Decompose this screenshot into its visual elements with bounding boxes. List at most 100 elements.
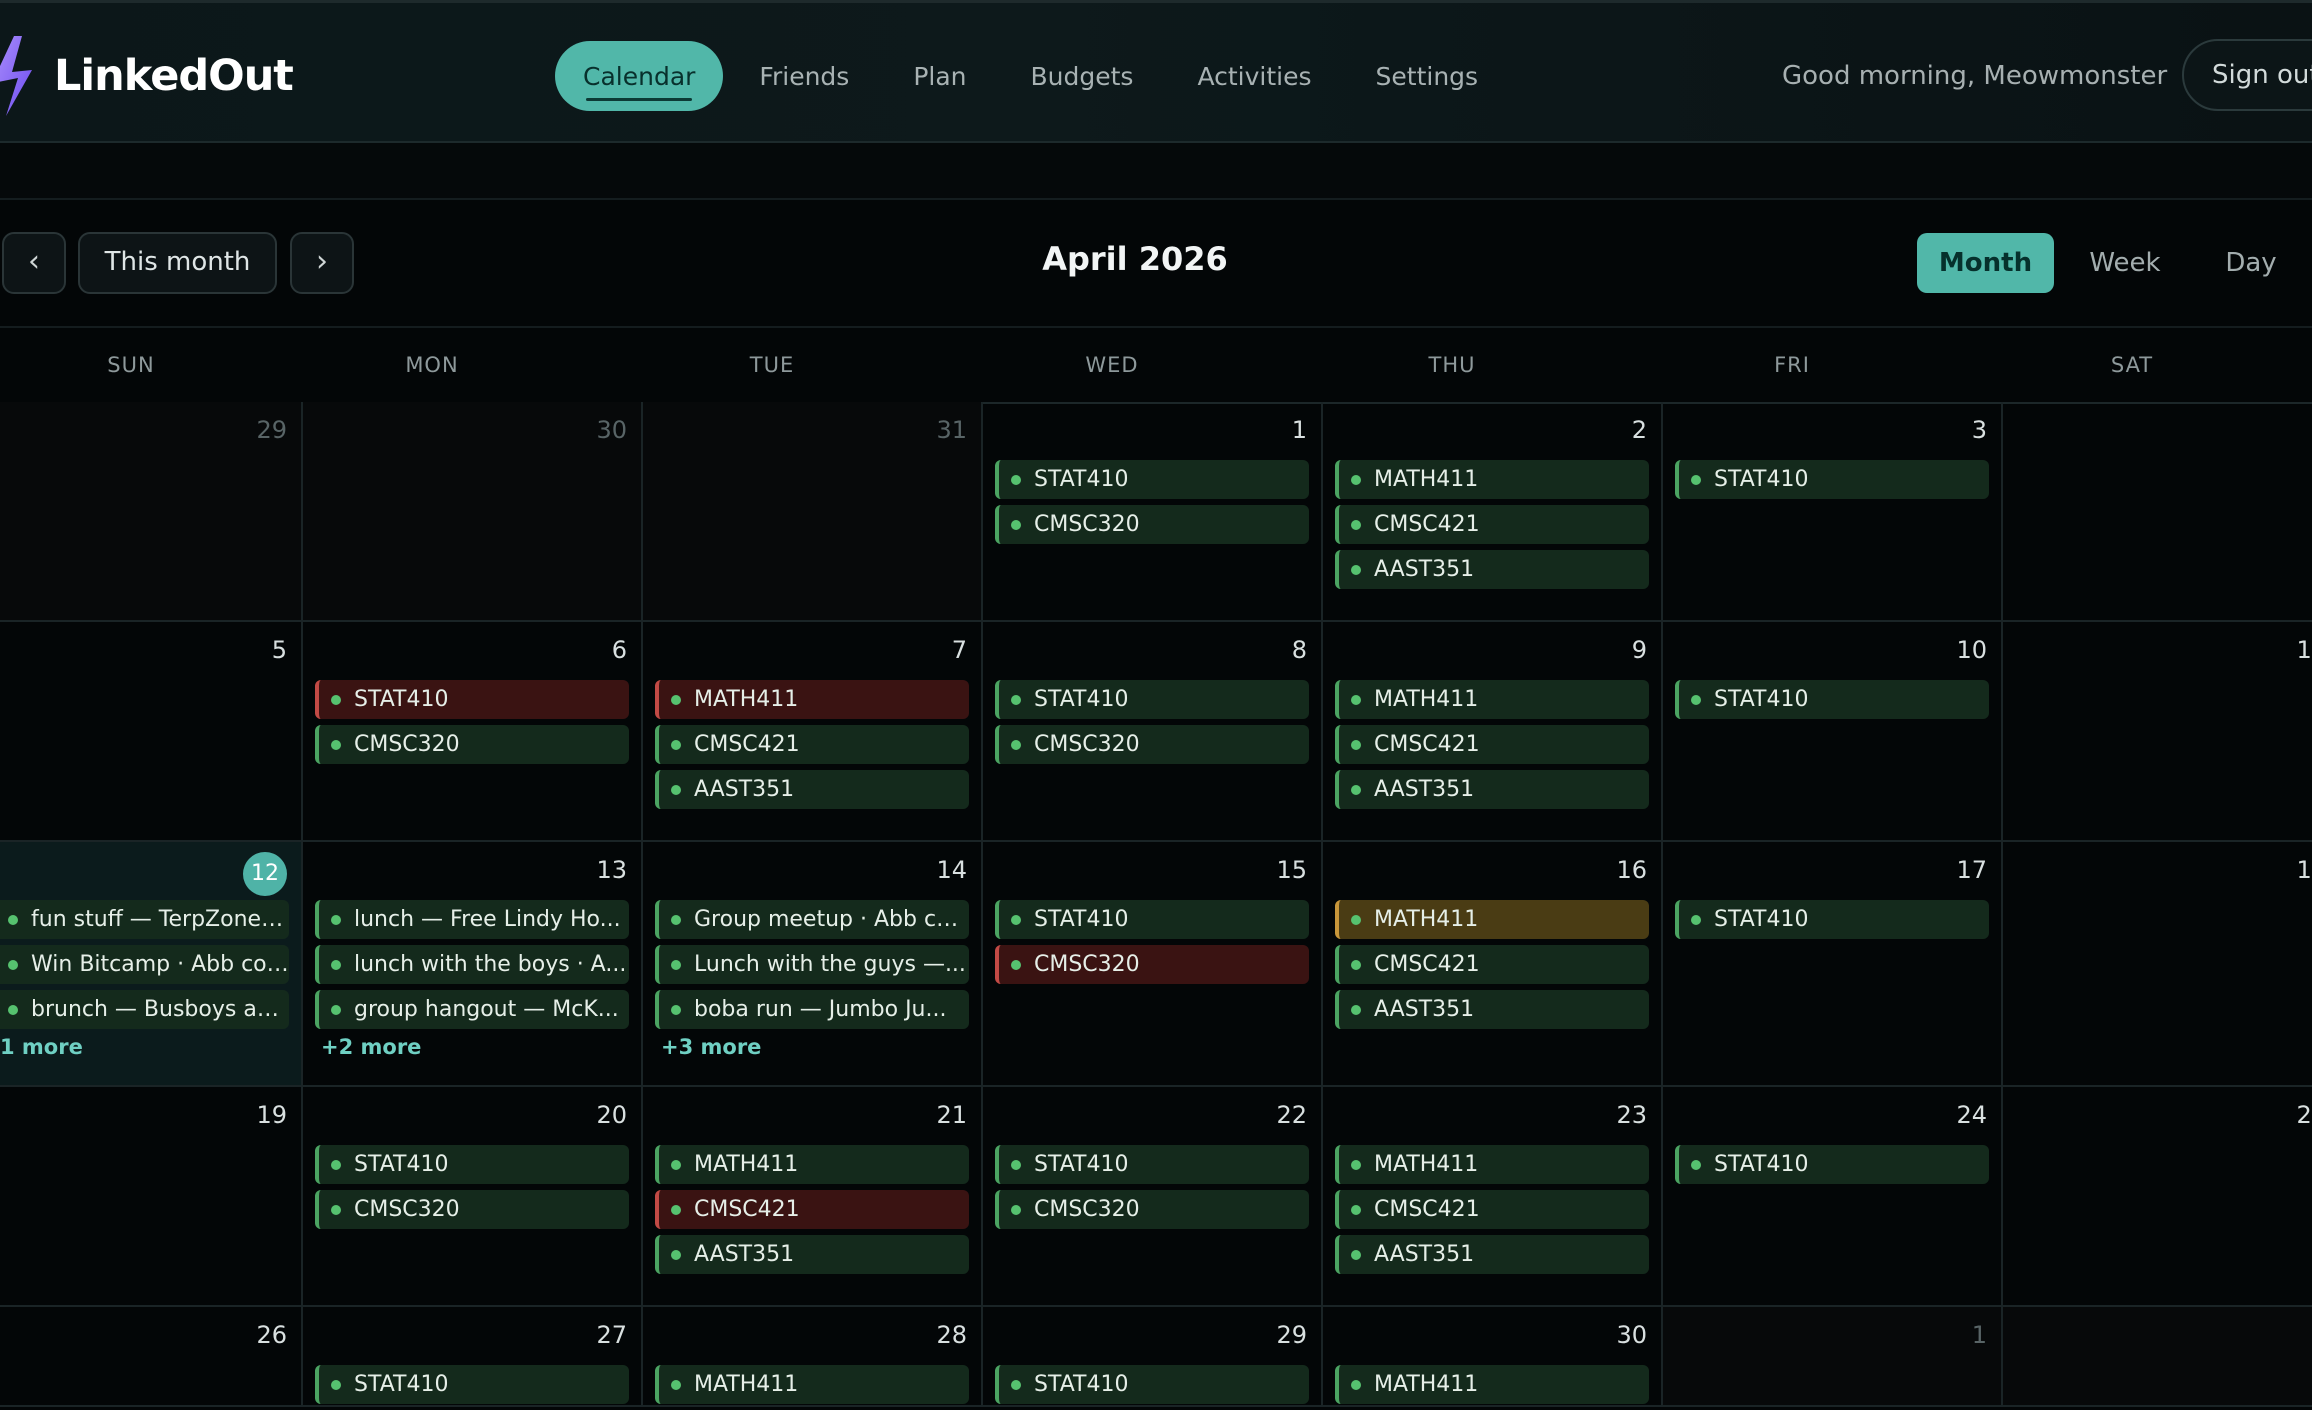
event-list: MATH411 CMSC421 AAST351 [1335,900,1649,1035]
event-chip[interactable]: MATH411 [655,1365,969,1404]
event-chip[interactable]: STAT410 [315,1365,629,1404]
event-chip[interactable]: MATH411 [1335,1365,1649,1404]
calendar-day-cell[interactable]: 31 [643,402,983,620]
view-week-button[interactable]: Week [2062,233,2188,293]
event-chip[interactable]: CMSC421 [1335,725,1649,764]
event-chip[interactable]: CMSC320 [995,505,1309,544]
event-chip[interactable]: STAT410 [1675,460,1989,499]
calendar-day-cell[interactable]: 5 [0,622,303,840]
event-chip[interactable]: CMSC320 [315,1190,629,1229]
event-chip[interactable]: STAT410 [1675,680,1989,719]
event-chip[interactable]: AAST351 [655,770,969,809]
event-chip[interactable]: STAT410 [995,900,1309,939]
nav-friends[interactable]: Friends [731,41,877,111]
nav-calendar[interactable]: Calendar [555,41,723,111]
event-chip[interactable]: STAT410 [1675,1145,1989,1184]
event-chip[interactable]: STAT410 [995,1145,1309,1184]
event-chip[interactable]: fun stuff — TerpZone (... [0,900,289,939]
event-chip[interactable]: Lunch with the guys —... [655,945,969,984]
event-chip[interactable]: STAT410 [315,680,629,719]
event-chip[interactable]: AAST351 [1335,1235,1649,1274]
event-chip[interactable]: CMSC421 [655,725,969,764]
event-chip[interactable]: CMSC421 [1335,1190,1649,1229]
event-chip[interactable]: brunch — Busboys and... [0,990,289,1029]
event-chip[interactable]: lunch with the boys · A... [315,945,629,984]
more-events-link[interactable]: 1 more [0,1035,289,1059]
event-chip[interactable]: group hangout — McK... [315,990,629,1029]
event-chip[interactable]: boba run — Jumbo Ju... [655,990,969,1029]
event-chip[interactable]: STAT410 [315,1145,629,1184]
event-chip[interactable]: lunch — Free Lindy Ho... [315,900,629,939]
nav-activities[interactable]: Activities [1169,41,1339,111]
calendar-day-cell[interactable]: 4 [2003,402,2312,620]
calendar-day-cell[interactable]: 26 [0,1307,303,1405]
event-chip[interactable]: STAT410 [995,680,1309,719]
event-chip[interactable]: CMSC320 [995,1190,1309,1229]
event-chip[interactable]: CMSC421 [655,1190,969,1229]
event-chip[interactable]: STAT410 [995,460,1309,499]
event-chip[interactable]: MATH411 [1335,680,1649,719]
event-chip[interactable]: Win Bitcamp · Abb cou... [0,945,289,984]
event-chip[interactable]: CMSC320 [315,725,629,764]
event-chip[interactable]: STAT410 [995,1365,1309,1404]
view-day-button[interactable]: Day [2190,233,2312,293]
event-chip[interactable]: CMSC320 [995,725,1309,764]
event-chip[interactable]: MATH411 [655,680,969,719]
calendar-day-cell[interactable]: 2 [2003,1307,2312,1405]
event-chip[interactable]: CMSC320 [995,945,1309,984]
event-chip[interactable]: STAT410 [1675,900,1989,939]
event-chip[interactable]: MATH411 [1335,460,1649,499]
event-chip[interactable]: Group meetup · Abb co... [655,900,969,939]
calendar-day-cell[interactable]: 30 [303,402,643,620]
event-chip[interactable]: CMSC421 [1335,505,1649,544]
view-month-button[interactable]: Month [1917,233,2054,293]
event-chip[interactable]: AAST351 [655,1235,969,1274]
event-chip[interactable]: AAST351 [1335,990,1649,1029]
calendar-day-cell[interactable]: 25 [2003,1087,2312,1305]
more-events-link[interactable]: +3 more [655,1035,969,1059]
calendar-day-cell[interactable]: 19 [0,1087,303,1305]
nav-settings[interactable]: Settings [1348,41,1507,111]
calendar-day-cell[interactable]: 11 [2003,622,2312,840]
event-chip[interactable]: CMSC421 [1335,945,1649,984]
this-month-button[interactable]: This month [78,232,277,294]
more-events-link[interactable]: +2 more [315,1035,629,1059]
next-month-button[interactable]: › [290,232,354,294]
nav-budgets[interactable]: Budgets [1003,41,1162,111]
event-chip[interactable]: AAST351 [1335,550,1649,589]
event-chip[interactable]: MATH411 [1335,900,1649,939]
sign-out-button[interactable]: Sign out [2182,39,2312,111]
calendar-day-cell[interactable]: 18 [2003,842,2312,1085]
event-chip[interactable]: AAST351 [1335,770,1649,809]
event-chip[interactable]: MATH411 [655,1145,969,1184]
brand[interactable]: LinkedOut [0,31,293,121]
previous-month-button[interactable]: ‹ [2,232,66,294]
nav-plan[interactable]: Plan [885,41,994,111]
event-chip[interactable]: MATH411 [1335,1145,1649,1184]
calendar-day-cell[interactable]: 29 [0,402,303,620]
calendar-day-cell[interactable]: 1 [1663,1307,2003,1405]
